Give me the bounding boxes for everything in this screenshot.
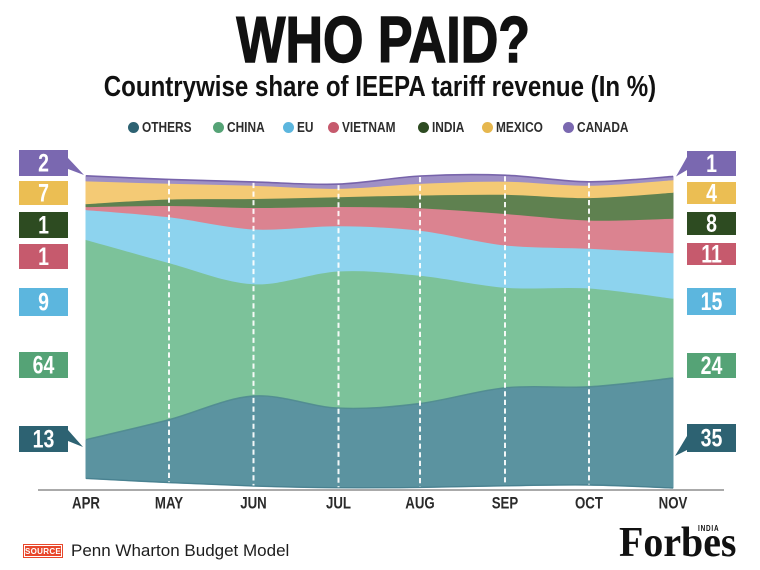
svg-text:1: 1 xyxy=(706,150,717,178)
svg-text:OCT: OCT xyxy=(575,494,604,513)
svg-text:7: 7 xyxy=(38,179,49,207)
svg-text:9: 9 xyxy=(38,288,49,316)
svg-text:4: 4 xyxy=(706,179,717,207)
svg-text:1: 1 xyxy=(38,243,49,271)
svg-text:24: 24 xyxy=(701,352,723,380)
svg-text:NOV: NOV xyxy=(659,494,688,513)
svg-text:2: 2 xyxy=(38,149,49,177)
svg-text:1: 1 xyxy=(38,211,49,239)
svg-text:64: 64 xyxy=(33,351,55,379)
svg-text:35: 35 xyxy=(701,424,723,452)
svg-text:8: 8 xyxy=(706,210,717,238)
svg-text:13: 13 xyxy=(33,425,55,453)
svg-text:MAY: MAY xyxy=(155,494,183,513)
svg-text:AUG: AUG xyxy=(405,494,434,513)
svg-text:11: 11 xyxy=(701,240,722,268)
svg-text:JUN: JUN xyxy=(240,494,267,513)
svg-text:APR: APR xyxy=(72,494,100,513)
svg-text:SEP: SEP xyxy=(492,494,519,513)
svg-text:JUL: JUL xyxy=(326,494,351,513)
svg-text:15: 15 xyxy=(701,288,723,316)
